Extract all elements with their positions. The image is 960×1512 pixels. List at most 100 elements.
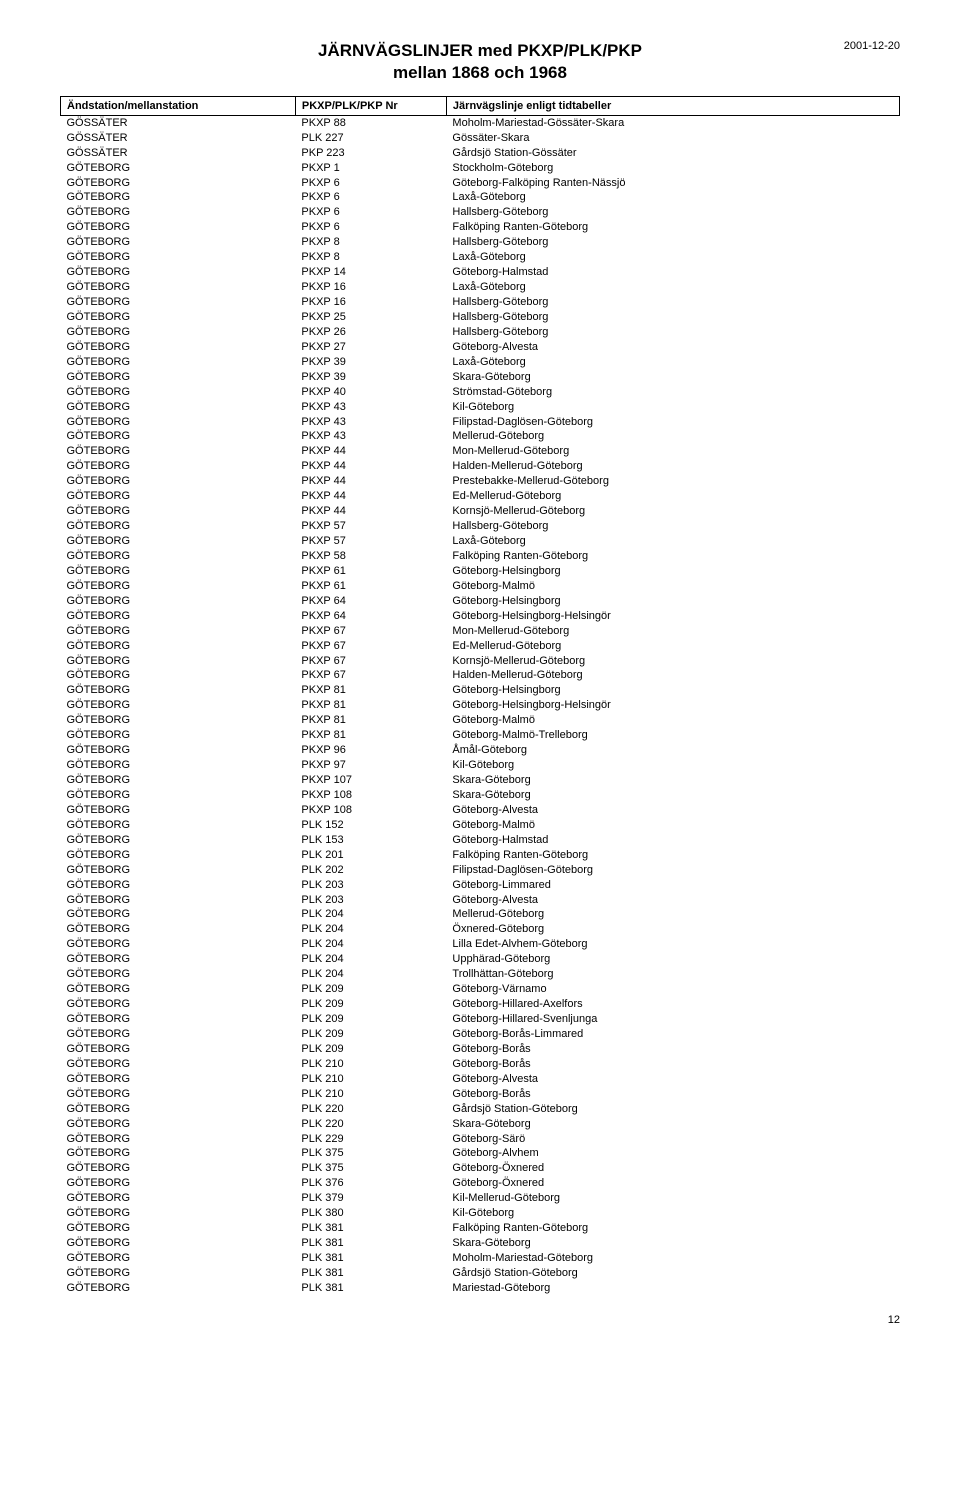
cell-line: Mellerud-Göteborg	[446, 908, 899, 923]
table-row: GÖTEBORGPKXP 25Hallsberg-Göteborg	[61, 310, 900, 325]
cell-line: Göteborg-Alvesta	[446, 1072, 899, 1087]
cell-nr: PLK 375	[295, 1162, 446, 1177]
cell-line: Laxå-Göteborg	[446, 281, 899, 296]
cell-line: Öxnered-Göteborg	[446, 923, 899, 938]
table-row: GÖTEBORGPKXP 61Göteborg-Malmö	[61, 579, 900, 594]
table-row: GÖTEBORGPKXP 81Göteborg-Malmö	[61, 714, 900, 729]
cell-line: Åmål-Göteborg	[446, 744, 899, 759]
cell-station: GÖTEBORG	[61, 1117, 296, 1132]
cell-nr: PKXP 6	[295, 176, 446, 191]
table-row: GÖTEBORGPKXP 44Mon-Mellerud-Göteborg	[61, 445, 900, 460]
cell-nr: PKXP 108	[295, 788, 446, 803]
cell-nr: PKXP 81	[295, 729, 446, 744]
cell-line: Skara-Göteborg	[446, 788, 899, 803]
cell-line: Göteborg-Borås	[446, 1057, 899, 1072]
cell-station: GÖTEBORG	[61, 818, 296, 833]
cell-line: Falköping Ranten-Göteborg	[446, 549, 899, 564]
page-header: JÄRNVÄGSLINJER med PKXP/PLK/PKP mellan 1…	[60, 40, 900, 84]
cell-nr: PKXP 40	[295, 385, 446, 400]
cell-line: Moholm-Mariestad-Göteborg	[446, 1251, 899, 1266]
cell-nr: PKXP 26	[295, 325, 446, 340]
table-row: GÖTEBORGPKXP 81Göteborg-Helsingborg-Hels…	[61, 699, 900, 714]
cell-line: Kil-Mellerud-Göteborg	[446, 1192, 899, 1207]
cell-station: GÖTEBORG	[61, 968, 296, 983]
cell-nr: PKXP 96	[295, 744, 446, 759]
cell-nr: PKXP 16	[295, 281, 446, 296]
cell-line: Göteborg-Helsingborg-Helsingör	[446, 699, 899, 714]
cell-station: GÖTEBORG	[61, 1251, 296, 1266]
cell-nr: PLK 210	[295, 1087, 446, 1102]
cell-nr: PKXP 39	[295, 370, 446, 385]
cell-nr: PLK 209	[295, 983, 446, 998]
cell-nr: PKXP 8	[295, 236, 446, 251]
cell-line: Moholm-Mariestad-Gössäter-Skara	[446, 116, 899, 131]
cell-nr: PKXP 43	[295, 400, 446, 415]
cell-line: Hallsberg-Göteborg	[446, 206, 899, 221]
cell-line: Göteborg-Halmstad	[446, 833, 899, 848]
cell-nr: PLK 380	[295, 1207, 446, 1222]
table-body: GÖSSÄTERPKXP 88Moholm-Mariestad-Gössäter…	[61, 116, 900, 1297]
cell-line: Strömstad-Göteborg	[446, 385, 899, 400]
table-row: GÖTEBORGPLK 153Göteborg-Halmstad	[61, 833, 900, 848]
cell-line: Göteborg-Helsingborg	[446, 594, 899, 609]
cell-station: GÖTEBORG	[61, 938, 296, 953]
cell-nr: PLK 381	[295, 1251, 446, 1266]
cell-station: GÖTEBORG	[61, 1057, 296, 1072]
cell-station: GÖTEBORG	[61, 759, 296, 774]
cell-line: Upphärad-Göteborg	[446, 953, 899, 968]
table-row: GÖTEBORGPKXP 57Laxå-Göteborg	[61, 534, 900, 549]
table-row: GÖTEBORGPLK 381Falköping Ranten-Göteborg	[61, 1222, 900, 1237]
table-row: GÖTEBORGPKXP 39Laxå-Göteborg	[61, 355, 900, 370]
cell-line: Hallsberg-Göteborg	[446, 295, 899, 310]
cell-station: GÖTEBORG	[61, 803, 296, 818]
table-row: GÖSSÄTERPKP 223Gårdsjö Station-Gössäter	[61, 146, 900, 161]
cell-line: Göteborg-Borås	[446, 1087, 899, 1102]
column-header-nr: PKXP/PLK/PKP Nr	[295, 97, 446, 116]
cell-station: GÖTEBORG	[61, 310, 296, 325]
table-row: GÖTEBORGPLK 204Öxnered-Göteborg	[61, 923, 900, 938]
cell-nr: PLK 210	[295, 1057, 446, 1072]
cell-line: Mariestad-Göteborg	[446, 1281, 899, 1296]
table-row: GÖTEBORGPLK 381Moholm-Mariestad-Göteborg	[61, 1251, 900, 1266]
cell-station: GÖTEBORG	[61, 654, 296, 669]
cell-nr: PKXP 44	[295, 460, 446, 475]
cell-line: Göteborg-Alvesta	[446, 893, 899, 908]
table-row: GÖTEBORGPKXP 44Prestebakke-Mellerud-Göte…	[61, 475, 900, 490]
document-date: 2001-12-20	[844, 40, 900, 52]
cell-line: Göteborg-Limmared	[446, 878, 899, 893]
cell-station: GÖTEBORG	[61, 1177, 296, 1192]
cell-station: GÖTEBORG	[61, 430, 296, 445]
cell-line: Ed-Mellerud-Göteborg	[446, 490, 899, 505]
cell-line: Ed-Mellerud-Göteborg	[446, 639, 899, 654]
cell-nr: PKXP 6	[295, 191, 446, 206]
cell-station: GÖTEBORG	[61, 460, 296, 475]
cell-station: GÖTEBORG	[61, 744, 296, 759]
cell-station: GÖTEBORG	[61, 1012, 296, 1027]
cell-line: Filipstad-Daglösen-Göteborg	[446, 415, 899, 430]
table-row: GÖTEBORGPKXP 8Hallsberg-Göteborg	[61, 236, 900, 251]
cell-station: GÖTEBORG	[61, 176, 296, 191]
cell-line: Kornsjö-Mellerud-Göteborg	[446, 505, 899, 520]
table-row: GÖTEBORGPLK 209Göteborg-Hillared-Axelfor…	[61, 998, 900, 1013]
cell-line: Falköping Ranten-Göteborg	[446, 1222, 899, 1237]
table-row: GÖTEBORGPLK 375Göteborg-Öxnered	[61, 1162, 900, 1177]
cell-nr: PKXP 64	[295, 594, 446, 609]
cell-line: Göteborg-Malmö	[446, 579, 899, 594]
table-row: GÖTEBORGPLK 203Göteborg-Alvesta	[61, 893, 900, 908]
table-row: GÖTEBORGPLK 209Göteborg-Borås-Limmared	[61, 1027, 900, 1042]
table-row: GÖTEBORGPKXP 108Göteborg-Alvesta	[61, 803, 900, 818]
table-row: GÖTEBORGPKXP 67Mon-Mellerud-Göteborg	[61, 624, 900, 639]
table-row: GÖTEBORGPKXP 58Falköping Ranten-Göteborg	[61, 549, 900, 564]
cell-station: GÖTEBORG	[61, 445, 296, 460]
cell-nr: PKXP 44	[295, 475, 446, 490]
cell-line: Göteborg-Halmstad	[446, 266, 899, 281]
title-line-1: JÄRNVÄGSLINJER med PKXP/PLK/PKP	[60, 40, 900, 62]
cell-line: Hallsberg-Göteborg	[446, 236, 899, 251]
cell-line: Göteborg-Hillared-Axelfors	[446, 998, 899, 1013]
cell-line: Göteborg-Alvesta	[446, 803, 899, 818]
cell-station: GÖTEBORG	[61, 1207, 296, 1222]
table-row: GÖTEBORGPKXP 6Hallsberg-Göteborg	[61, 206, 900, 221]
cell-station: GÖTEBORG	[61, 564, 296, 579]
cell-line: Stockholm-Göteborg	[446, 161, 899, 176]
table-row: GÖTEBORGPKXP 97Kil-Göteborg	[61, 759, 900, 774]
